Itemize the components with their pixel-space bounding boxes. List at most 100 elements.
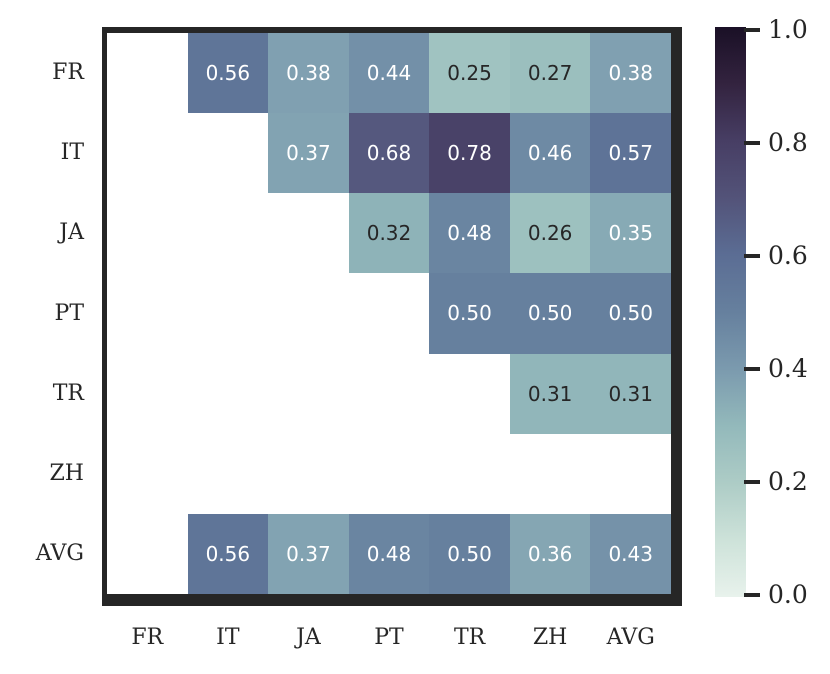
cell-value: 0.31 (527, 381, 573, 406)
col-label-fr: FR (131, 625, 164, 650)
heatmap-cell: 0.50 (429, 273, 510, 354)
heatmap-cell (348, 433, 430, 514)
colorbar-tick (744, 141, 760, 145)
cell-value: 0.43 (608, 541, 653, 566)
cell-value: 0.48 (447, 221, 492, 246)
heatmap-cell (429, 353, 510, 434)
col-label-pt: PT (374, 625, 404, 650)
colorbar-tick (744, 480, 760, 484)
row-label-pt: PT (54, 300, 84, 326)
cell-value: 0.50 (527, 301, 573, 326)
row-label-it: IT (60, 140, 84, 166)
heatmap-cell: 0.78 (429, 113, 510, 194)
cell-value: 0.68 (366, 141, 412, 166)
colorbar-tick (744, 593, 760, 597)
cell-value: 0.25 (447, 61, 492, 86)
heatmap-cell: 0.68 (348, 113, 430, 194)
cell-value: 0.78 (447, 141, 492, 166)
heatmap-cell (107, 273, 188, 354)
cell-value: 0.31 (608, 381, 653, 406)
heatmap-cell: 0.50 (429, 513, 510, 594)
heatmap-cell (107, 33, 188, 114)
row-label-tr: TR (52, 380, 84, 406)
heatmap-cell: 0.44 (348, 33, 430, 114)
heatmap-cell (107, 353, 188, 434)
cell-value: 0.57 (608, 141, 653, 166)
heatmap-cell: 0.48 (429, 193, 510, 274)
heatmap-cell: 0.56 (187, 513, 269, 594)
colorbar-tick-label: 0.8 (768, 128, 808, 157)
col-label-tr: TR (453, 625, 486, 650)
cell-value: 0.37 (286, 141, 331, 166)
cell-value: 0.50 (447, 301, 492, 326)
heatmap-cell (187, 433, 269, 514)
heatmap-cell: 0.43 (590, 513, 671, 594)
heatmap-cell: 0.38 (590, 33, 671, 114)
colorbar-tick-label: 0.0 (768, 580, 808, 609)
col-label-ja: JA (296, 625, 321, 650)
heatmap-cell: 0.27 (509, 33, 591, 114)
heatmap-cell: 0.26 (509, 193, 591, 274)
heatmap-cell: 0.31 (509, 353, 591, 434)
heatmap-cell: 0.35 (590, 193, 671, 274)
heatmap-cell (187, 193, 269, 274)
heatmap-cell: 0.38 (268, 33, 349, 114)
col-label-it: IT (216, 625, 240, 650)
heatmap-cell: 0.37 (268, 113, 349, 194)
heatmap-cell (187, 113, 269, 194)
cell-value: 0.36 (527, 541, 573, 566)
heatmap-cell (268, 193, 349, 274)
heatmap-cell: 0.50 (509, 273, 591, 354)
col-label-zh: ZH (532, 625, 568, 650)
heatmap-cell: 0.48 (348, 513, 430, 594)
colorbar-tick (744, 367, 760, 371)
colorbar-tick (744, 254, 760, 258)
cell-value: 0.26 (527, 221, 573, 246)
cell-value: 0.44 (366, 61, 412, 86)
cell-value: 0.38 (286, 61, 331, 86)
heatmap-cell: 0.50 (590, 273, 671, 354)
heatmap-cell: 0.36 (509, 513, 591, 594)
heatmap-cell: 0.57 (590, 113, 671, 194)
colorbar-gradient (715, 27, 746, 597)
heatmap-cell (509, 433, 591, 514)
heatmap-grid: 0.56 0.38 0.44 0.25 0.27 0.38 0.37 0.68 0.78 0.46… (107, 33, 671, 594)
cell-value: 0.48 (366, 541, 412, 566)
heatmap-cell (348, 273, 430, 354)
heatmap-cell (107, 433, 188, 514)
row-label-fr: FR (52, 60, 84, 86)
heatmap-cell: 0.31 (590, 353, 671, 434)
row-label-zh: ZH (49, 460, 84, 486)
heatmap-cell (187, 273, 269, 354)
heatmap-cell (429, 433, 510, 514)
colorbar-tick (744, 28, 760, 32)
cell-value: 0.35 (608, 221, 653, 246)
heatmap-cell (348, 353, 430, 434)
cell-value: 0.38 (608, 61, 653, 86)
heatmap-cell (268, 273, 349, 354)
heatmap-cell: 0.32 (348, 193, 430, 274)
heatmap-cell (107, 193, 188, 274)
colorbar-tick-label: 0.2 (768, 467, 808, 496)
colorbar-tick-label: 0.6 (768, 241, 808, 270)
heatmap-cell (107, 113, 188, 194)
col-label-avg: AVG (606, 625, 655, 650)
cell-value: 0.37 (286, 541, 331, 566)
heatmap-cell: 0.25 (429, 33, 510, 114)
cell-value: 0.46 (527, 141, 573, 166)
heatmap-cell: 0.46 (509, 113, 591, 194)
heatmap-cell (187, 353, 269, 434)
colorbar-tick-label: 1.0 (768, 15, 808, 44)
cell-value: 0.27 (527, 61, 573, 86)
heatmap-cell (268, 433, 349, 514)
heatmap-cell (590, 433, 671, 514)
cell-value: 0.50 (447, 541, 492, 566)
heatmap-cell (107, 513, 188, 594)
heatmap-cell: 0.56 (187, 33, 269, 114)
cell-value: 0.32 (366, 221, 412, 246)
heatmap-cell (268, 353, 349, 434)
colorbar-tick-label: 0.4 (768, 354, 808, 383)
heatmap-frame: 0.56 0.38 0.44 0.25 0.27 0.38 0.37 0.68 0.78 0.46… (102, 27, 682, 606)
cell-value: 0.56 (205, 541, 251, 566)
